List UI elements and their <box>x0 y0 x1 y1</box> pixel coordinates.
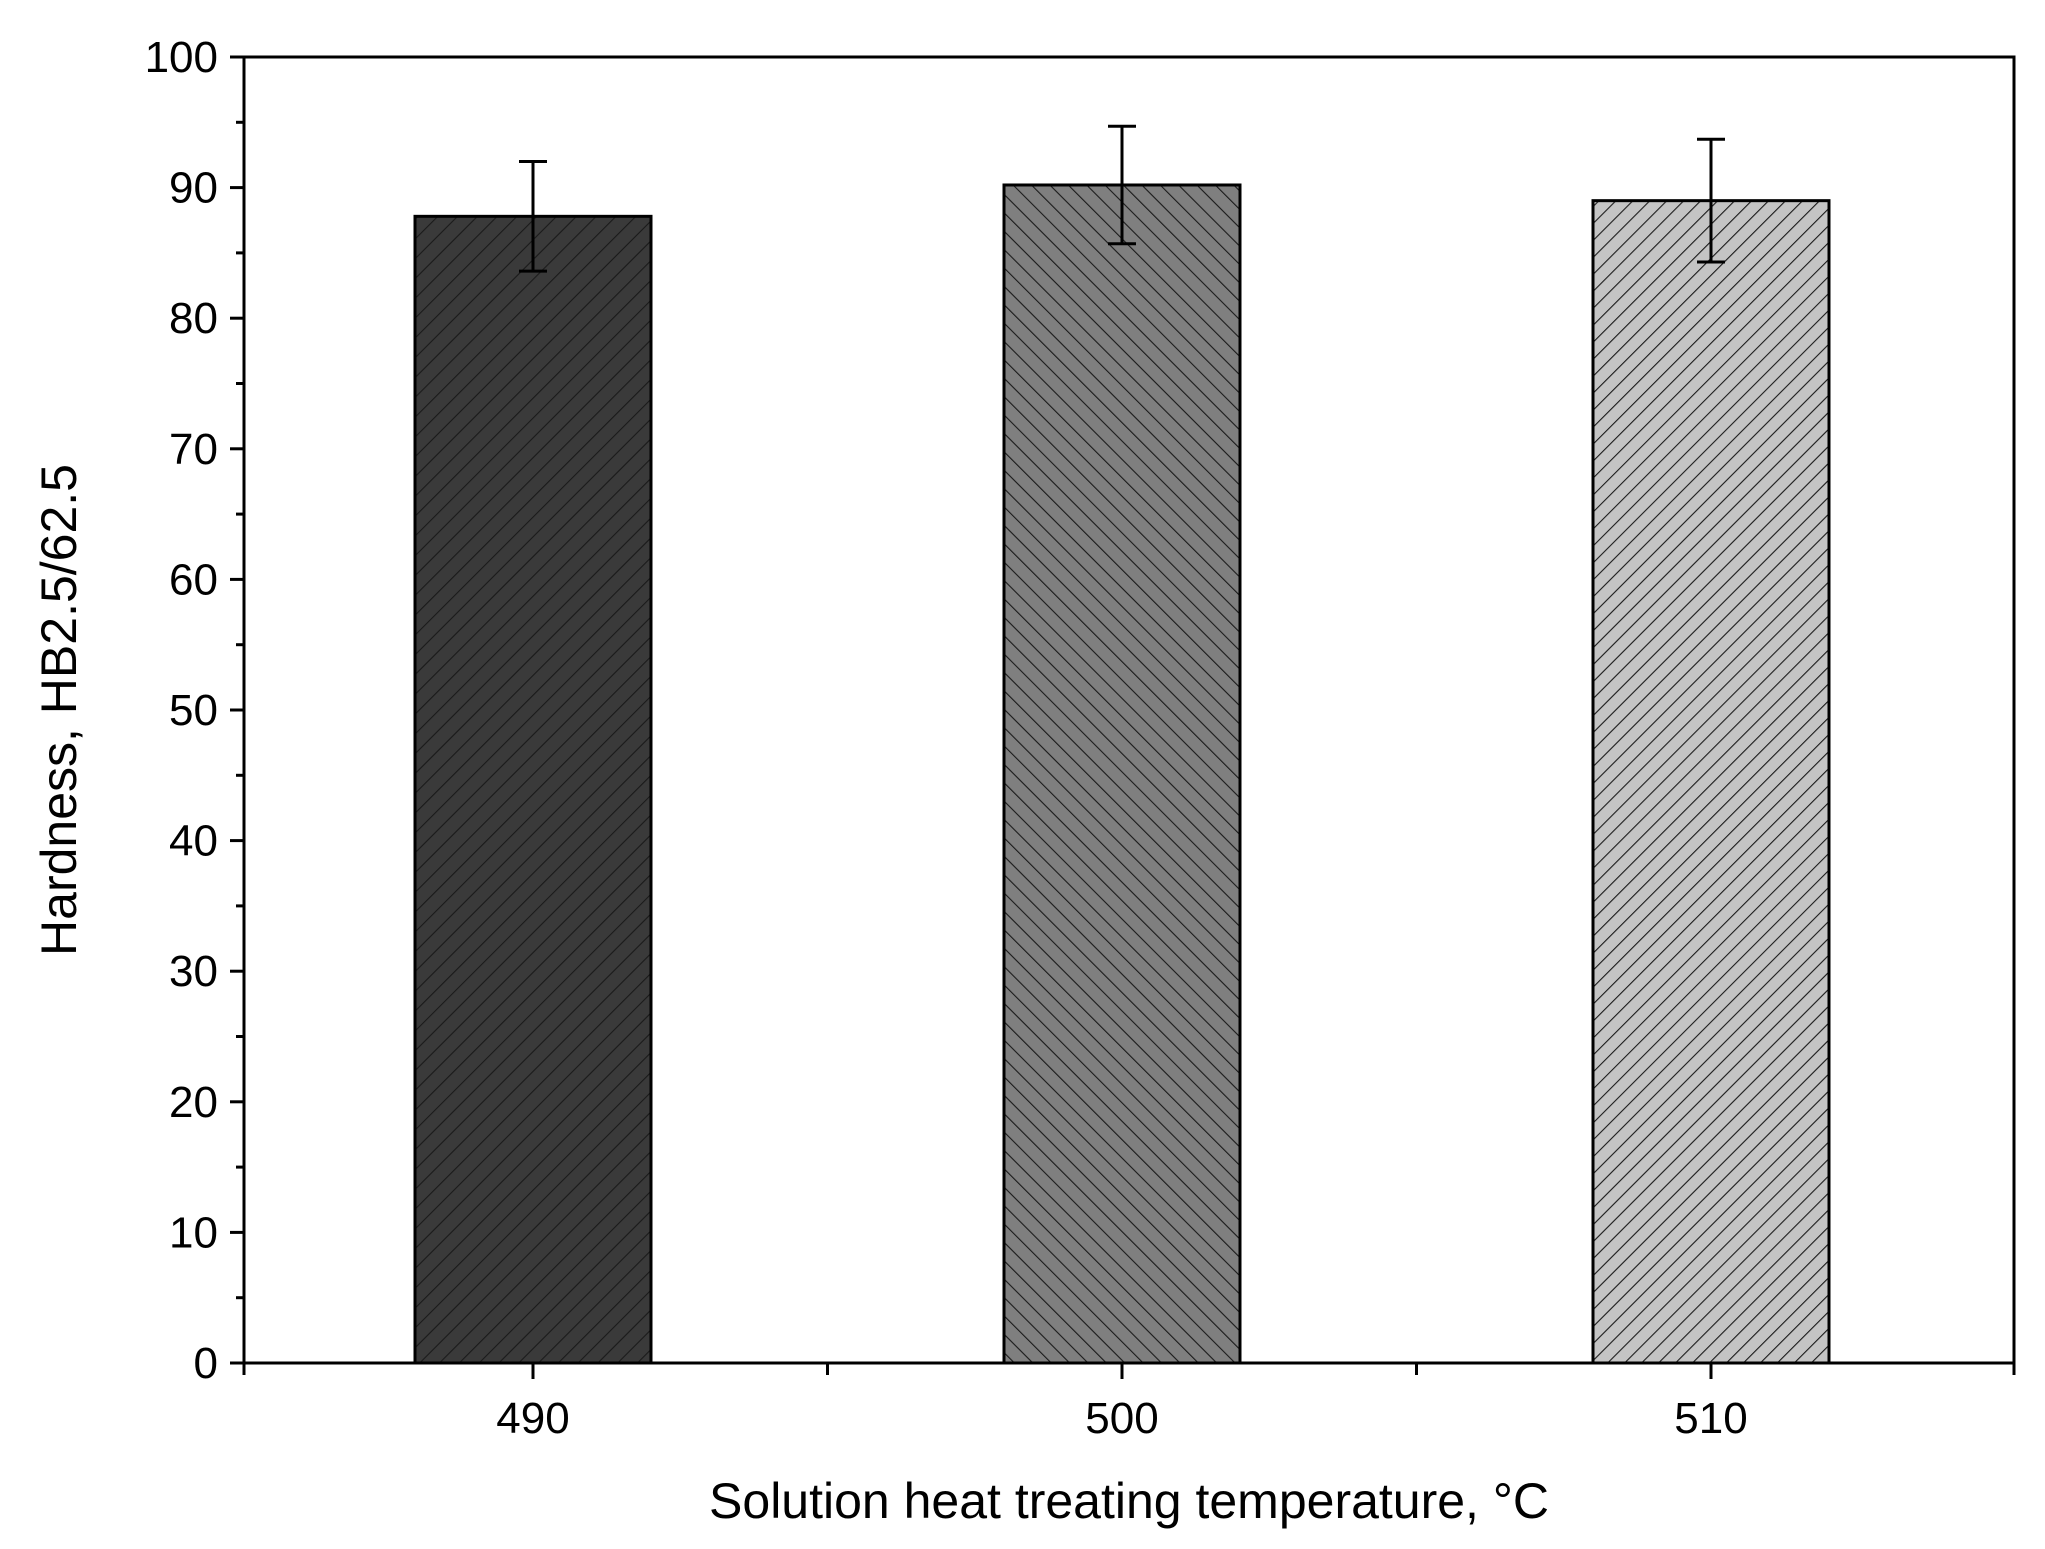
y-tick-label: 20 <box>169 1078 218 1127</box>
bars-layer <box>413 183 1831 1365</box>
y-axis-title: Hardness, HB2.5/62.5 <box>31 464 87 956</box>
y-tick-label: 50 <box>169 686 218 735</box>
bar-490 <box>413 214 653 1365</box>
error-bars-layer <box>519 124 1725 273</box>
y-tick-label: 40 <box>169 817 218 866</box>
y-tick-label: 30 <box>169 947 218 996</box>
y-tick-label: 70 <box>169 425 218 474</box>
y-tick-label: 0 <box>194 1339 218 1388</box>
x-tick-label-500: 500 <box>1085 1394 1158 1443</box>
x-tick-label-510: 510 <box>1674 1394 1747 1443</box>
x-tick-label-490: 490 <box>496 1394 569 1443</box>
y-tick-label: 90 <box>169 164 218 213</box>
y-tick-label: 80 <box>169 294 218 343</box>
x-axis-title: Solution heat treating temperature, °C <box>709 1473 1549 1529</box>
bar-510 <box>1591 199 1831 1365</box>
bar-500 <box>1002 183 1242 1365</box>
y-tick-label: 100 <box>145 33 218 82</box>
y-tick-label: 60 <box>169 555 218 604</box>
labels-layer: Solution heat treating temperature, °C H… <box>31 33 1748 1529</box>
y-tick-label: 10 <box>169 1208 218 1257</box>
axes-layer <box>230 55 2016 1379</box>
